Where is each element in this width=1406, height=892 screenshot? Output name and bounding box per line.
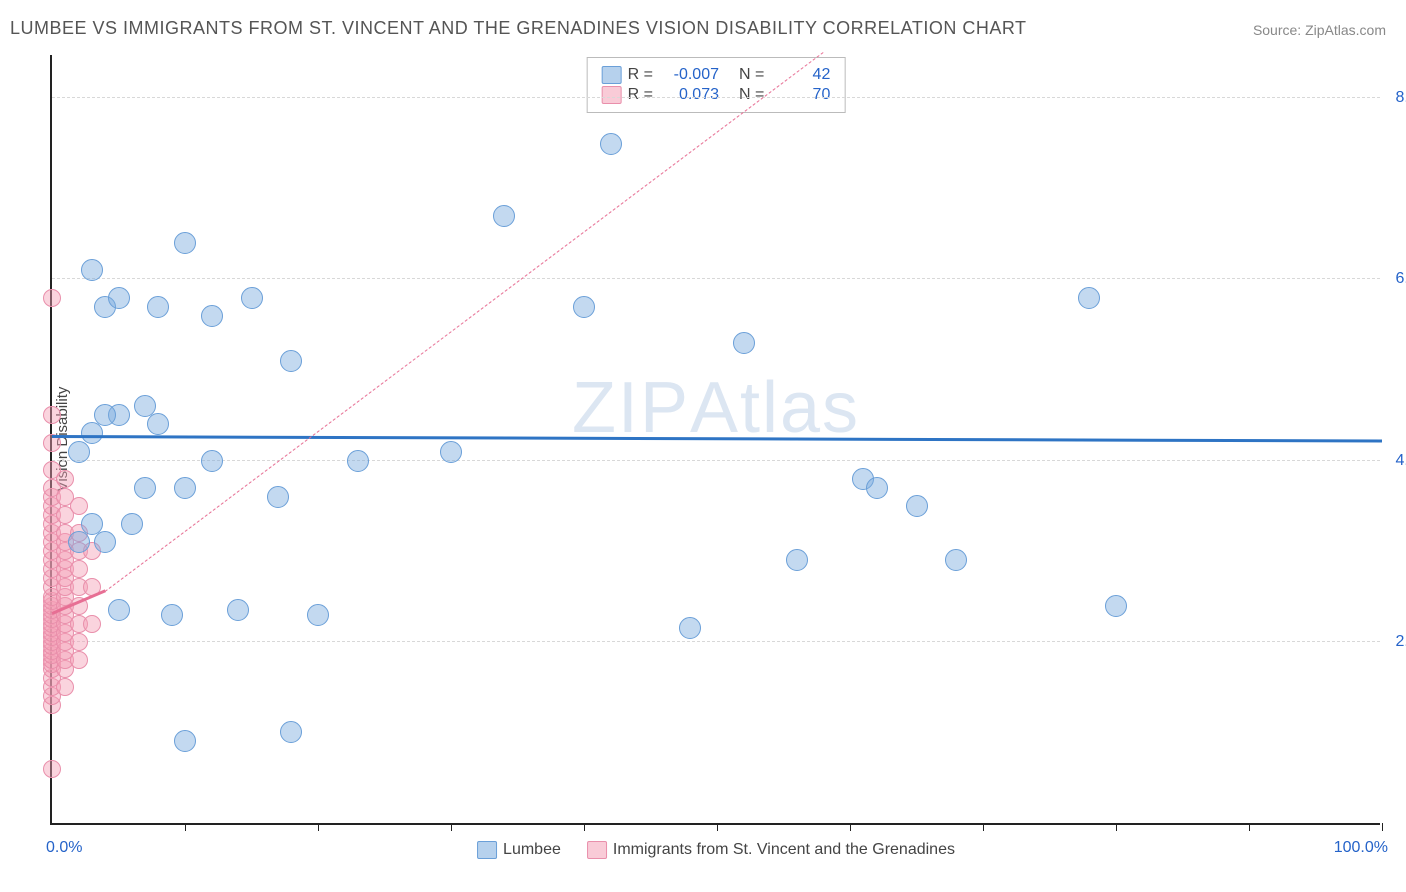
data-point xyxy=(68,531,90,553)
data-point xyxy=(70,633,88,651)
data-point xyxy=(440,441,462,463)
data-point xyxy=(174,730,196,752)
legend-item: Immigrants from St. Vincent and the Gren… xyxy=(587,841,955,859)
legend-swatch xyxy=(477,841,497,859)
gridline xyxy=(52,460,1380,461)
data-point xyxy=(161,604,183,626)
chart-title: LUMBEE VS IMMIGRANTS FROM ST. VINCENT AN… xyxy=(10,18,1027,39)
data-point xyxy=(68,441,90,463)
y-tick-label: 2.0% xyxy=(1396,633,1406,651)
n-label: N = xyxy=(739,66,764,84)
gridline xyxy=(52,278,1380,279)
x-tick xyxy=(451,823,452,831)
x-tick xyxy=(1249,823,1250,831)
data-point xyxy=(81,422,103,444)
legend-swatch xyxy=(587,841,607,859)
data-point xyxy=(1078,287,1100,309)
legend-stat-row: R = 0.073 N = 70 xyxy=(602,86,831,104)
gridline xyxy=(52,641,1380,642)
source-label: Source: ZipAtlas.com xyxy=(1253,22,1386,38)
legend-swatch xyxy=(602,66,622,84)
data-point xyxy=(70,497,88,515)
legend-label: Lumbee xyxy=(503,841,561,858)
n-value: 70 xyxy=(774,86,830,104)
data-point xyxy=(307,604,329,626)
data-point xyxy=(733,332,755,354)
data-point xyxy=(134,477,156,499)
x-tick xyxy=(850,823,851,831)
r-label: R = xyxy=(628,86,653,104)
data-point xyxy=(83,615,101,633)
x-tick xyxy=(1382,823,1383,831)
legend-item: Lumbee xyxy=(477,841,561,859)
data-point xyxy=(56,470,74,488)
data-point xyxy=(108,287,130,309)
x-tick xyxy=(717,823,718,831)
x-tick xyxy=(584,823,585,831)
data-point xyxy=(906,495,928,517)
data-point xyxy=(786,549,808,571)
data-point xyxy=(1105,595,1127,617)
scatter-plot: ZIPAtlas Vision Disability R =-0.007N =4… xyxy=(50,55,1380,825)
legend-label: Immigrants from St. Vincent and the Gren… xyxy=(613,841,955,858)
data-point xyxy=(121,513,143,535)
data-point xyxy=(43,406,61,424)
data-point xyxy=(43,289,61,307)
r-value: 0.073 xyxy=(663,86,719,104)
data-point xyxy=(174,477,196,499)
y-tick-label: 6.0% xyxy=(1396,270,1406,288)
y-tick-label: 4.0% xyxy=(1396,452,1406,470)
x-min-label: 0.0% xyxy=(46,839,82,857)
data-point xyxy=(227,599,249,621)
data-point xyxy=(493,205,515,227)
trend-line xyxy=(52,435,1382,443)
x-tick xyxy=(983,823,984,831)
y-tick-label: 8.0% xyxy=(1396,89,1406,107)
data-point xyxy=(43,760,61,778)
data-point xyxy=(241,287,263,309)
data-point xyxy=(108,599,130,621)
data-point xyxy=(267,486,289,508)
data-point xyxy=(56,678,74,696)
data-point xyxy=(81,259,103,281)
x-tick xyxy=(1116,823,1117,831)
r-label: R = xyxy=(628,66,653,84)
data-point xyxy=(94,531,116,553)
gridline xyxy=(52,97,1380,98)
data-point xyxy=(347,450,369,472)
legend-swatch xyxy=(602,86,622,104)
x-tick xyxy=(185,823,186,831)
data-point xyxy=(945,549,967,571)
legend-series: Lumbee Immigrants from St. Vincent and th… xyxy=(477,841,955,859)
data-point xyxy=(600,133,622,155)
x-tick xyxy=(318,823,319,831)
data-point xyxy=(70,651,88,669)
data-point xyxy=(573,296,595,318)
legend-stat-row: R =-0.007N =42 xyxy=(602,66,831,84)
x-max-label: 100.0% xyxy=(1334,839,1388,857)
n-label: N = xyxy=(739,86,764,104)
data-point xyxy=(679,617,701,639)
data-point xyxy=(174,232,196,254)
data-point xyxy=(280,721,302,743)
data-point xyxy=(147,413,169,435)
data-point xyxy=(201,305,223,327)
data-point xyxy=(70,560,88,578)
data-point xyxy=(147,296,169,318)
data-point xyxy=(280,350,302,372)
r-value: -0.007 xyxy=(663,66,719,84)
data-point xyxy=(866,477,888,499)
data-point xyxy=(201,450,223,472)
